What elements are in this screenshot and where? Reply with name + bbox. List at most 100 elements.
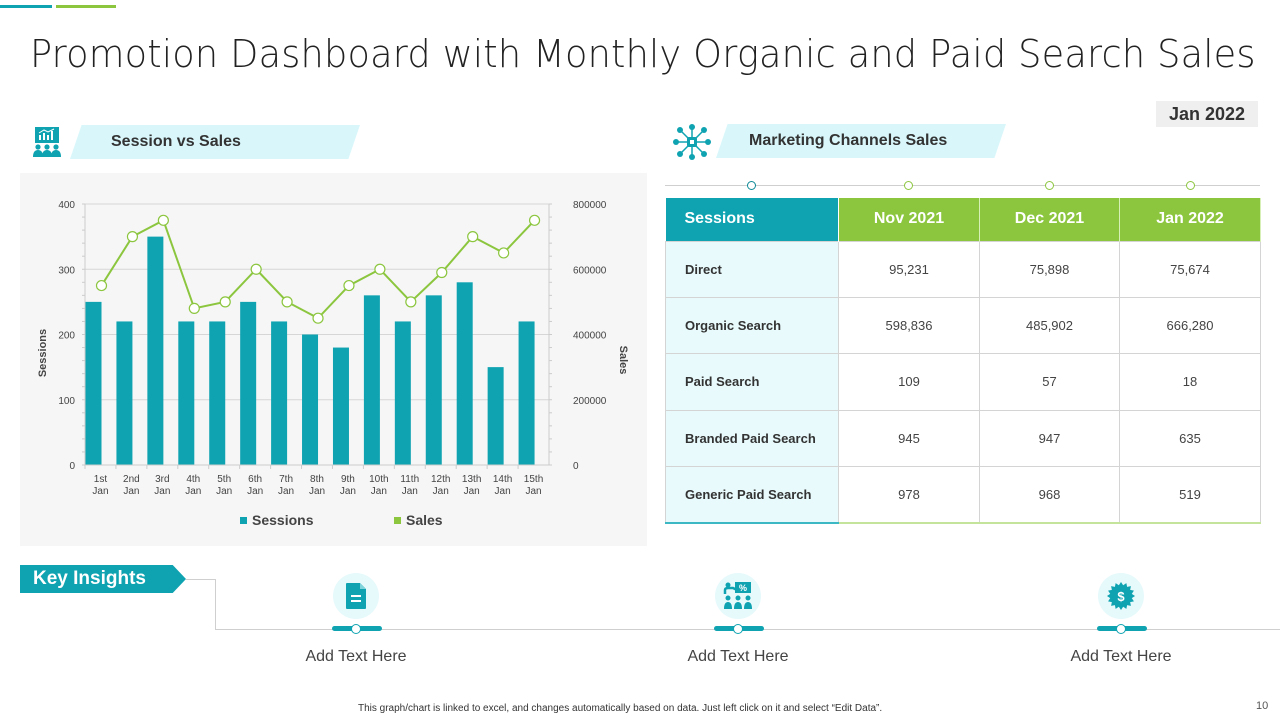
legend-label-sales: Sales — [406, 512, 443, 528]
x-tick-label: Jan — [402, 486, 418, 497]
marketing-channels-table: Sessions Nov 2021 Dec 2021 Jan 2022 Dire… — [665, 198, 1261, 524]
key-insights-label: Key Insights — [33, 568, 146, 589]
timeline-dot — [1186, 181, 1195, 190]
y-tick-label: 200 — [58, 331, 75, 342]
sessions-bar — [394, 321, 411, 465]
sales-point — [436, 266, 448, 279]
insight-slider-knob — [1116, 624, 1126, 634]
x-tick-label: Jan — [154, 486, 170, 497]
top-accent-green — [56, 5, 116, 8]
y2-tick-label: 600000 — [573, 265, 607, 276]
y2-tick-label: 800000 — [573, 200, 607, 211]
column-header: Jan 2022 — [1119, 198, 1261, 241]
x-tick-label: Jan — [433, 486, 449, 497]
date-badge: Jan 2022 — [1156, 101, 1258, 127]
insight-text: Add Text Here — [1070, 648, 1172, 665]
sales-point — [343, 279, 355, 292]
dollar-badge-icon: $ — [1106, 581, 1136, 611]
table-row: Generic Paid Search 978 968 519 — [665, 466, 1261, 524]
x-tick-label: 6th — [248, 474, 262, 485]
insight-item: % Add Text Here — [638, 570, 838, 670]
sessions-bar — [147, 236, 164, 465]
x-tick-label: 9th — [341, 474, 355, 485]
sales-point — [219, 296, 231, 308]
page-number: 10 — [1256, 700, 1269, 712]
y-tick-label: 400 — [58, 200, 75, 211]
x-tick-label: Jan — [371, 486, 387, 497]
sessions-bar — [363, 295, 380, 465]
x-tick-label: Jan — [216, 486, 232, 497]
x-tick-label: 3rd — [155, 474, 169, 485]
legend-swatch-sessions — [240, 517, 247, 524]
x-tick-label: 14th — [493, 474, 512, 485]
key-insights-tag: Key Insights — [20, 565, 186, 593]
insight-text: Add Text Here — [687, 648, 789, 665]
svg-text:$: $ — [1117, 589, 1125, 604]
document-icon — [341, 581, 371, 611]
sales-point — [281, 296, 293, 308]
svg-text:%: % — [739, 583, 747, 593]
sessions-bar — [85, 301, 102, 465]
session-section-header: Session vs Sales — [30, 125, 370, 159]
sessions-bar — [209, 321, 226, 465]
y2-tick-label: 200000 — [573, 396, 607, 407]
sales-point — [312, 312, 324, 324]
sales-point — [467, 231, 479, 243]
row-label: Generic Paid Search — [665, 466, 839, 524]
x-tick-label: 11th — [400, 474, 419, 485]
x-tick-label: Jan — [309, 486, 325, 497]
sessions-bar — [240, 301, 257, 465]
timeline-dot — [747, 181, 756, 190]
insight-item: $ Add Text Here — [1021, 570, 1221, 670]
insight-connector — [186, 579, 215, 580]
presentation-percent-icon: % — [723, 581, 753, 611]
sales-point — [95, 279, 108, 292]
table-cell: 968 — [979, 466, 1120, 524]
sales-point — [188, 302, 200, 314]
x-tick-label: 15th — [524, 474, 543, 485]
timeline-dot — [904, 181, 913, 190]
top-accent-teal — [0, 5, 52, 8]
y2-axis-label: Sales — [617, 346, 629, 375]
x-tick-label: 4th — [186, 474, 200, 485]
row-label: Organic Search — [665, 296, 839, 355]
row-label: Direct — [665, 240, 839, 298]
x-tick-label: 5th — [217, 474, 231, 485]
sales-point — [528, 214, 541, 226]
chart-legend: Sessions Sales — [240, 512, 443, 528]
table-cell: 75,898 — [979, 240, 1120, 298]
x-tick-label: Jan — [92, 486, 108, 497]
insight-connector — [215, 579, 216, 629]
table-cell: 57 — [979, 353, 1120, 411]
table-cell: 598,836 — [838, 296, 980, 355]
y-tick-label: 100 — [58, 396, 75, 407]
table-row: Organic Search 598,836 485,902 666,280 — [665, 296, 1261, 355]
sessions-bar — [116, 321, 133, 465]
insight-slider-knob — [733, 624, 743, 634]
table-cell: 947 — [979, 409, 1120, 468]
table-cell: 485,902 — [979, 296, 1120, 355]
presentation-audience-icon — [32, 126, 62, 163]
x-tick-label: 2nd — [123, 474, 140, 485]
table-cell: 666,280 — [1119, 296, 1261, 355]
sessions-bar — [425, 295, 442, 465]
column-header: Sessions — [665, 198, 839, 241]
insight-item: Add Text Here — [256, 570, 456, 670]
timeline-dot — [1045, 181, 1054, 190]
x-tick-label: 12th — [431, 474, 450, 485]
x-tick-label: Jan — [464, 486, 480, 497]
x-tick-label: Jan — [185, 486, 201, 497]
table-cell: 75,674 — [1119, 240, 1261, 298]
footer-note: This graph/chart is linked to excel, and… — [358, 703, 883, 714]
table-cell: 109 — [838, 353, 980, 411]
table-cell: 519 — [1119, 466, 1261, 524]
x-tick-label: 8th — [310, 474, 324, 485]
sessions-bar — [487, 367, 504, 465]
session-vs-sales-chart[interactable]: 0 100 200 300 400 0 200000 400000 600000 800000 1s… — [20, 173, 647, 546]
sales-point — [157, 214, 169, 226]
table-row: Branded Paid Search 945 947 635 — [665, 409, 1261, 468]
x-tick-label: 10th — [369, 474, 388, 485]
x-tick-label: Jan — [247, 486, 263, 497]
sales-line — [95, 214, 541, 324]
row-label: Paid Search — [665, 353, 839, 411]
